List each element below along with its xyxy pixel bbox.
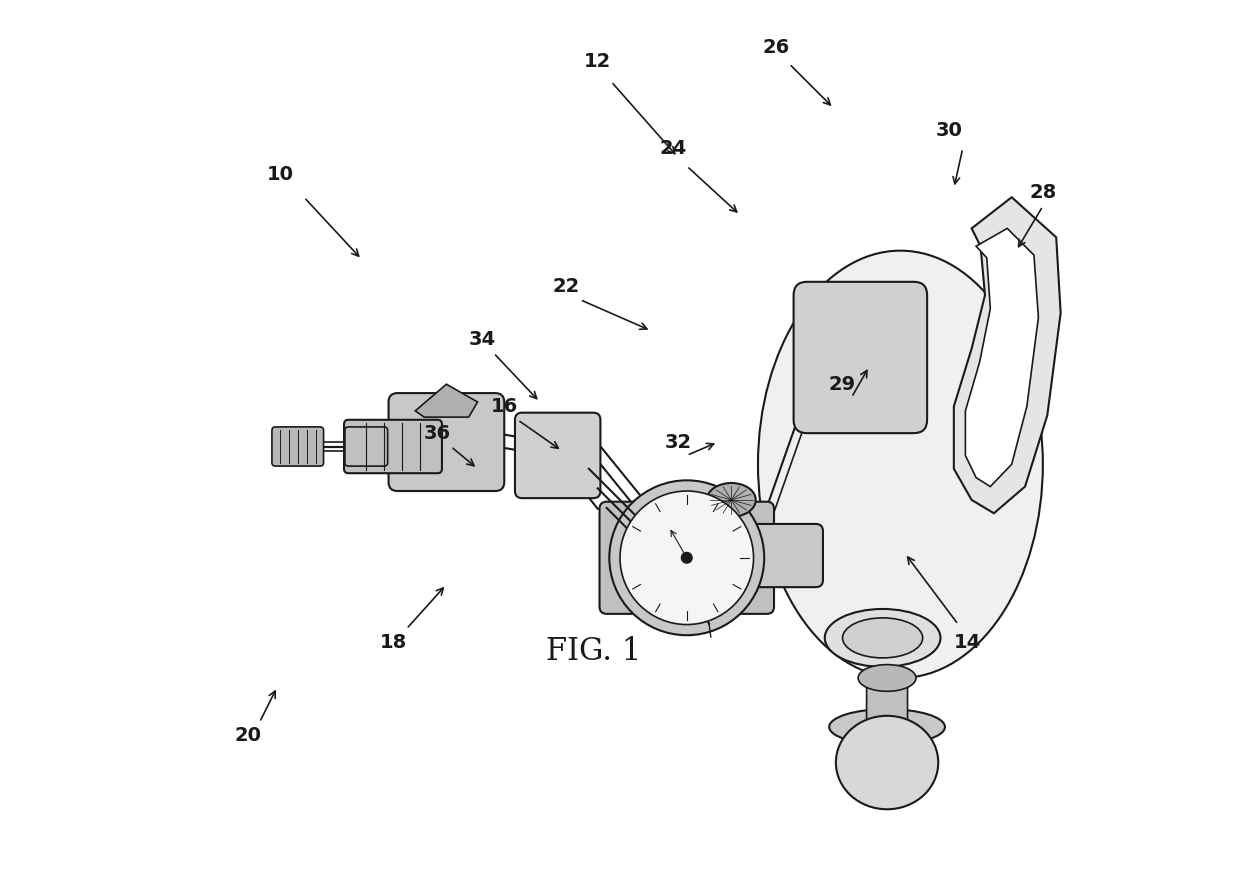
FancyBboxPatch shape: [599, 502, 774, 613]
FancyBboxPatch shape: [345, 427, 388, 466]
Circle shape: [609, 480, 764, 635]
Circle shape: [682, 553, 692, 563]
Text: 20: 20: [234, 726, 262, 746]
Polygon shape: [415, 384, 477, 417]
Text: 30: 30: [936, 121, 962, 140]
Text: FIG. 1: FIG. 1: [546, 636, 641, 667]
FancyBboxPatch shape: [867, 673, 908, 731]
Text: 36: 36: [424, 423, 451, 443]
Text: 12: 12: [584, 53, 611, 71]
Text: 34: 34: [469, 330, 496, 349]
FancyBboxPatch shape: [794, 282, 928, 433]
Ellipse shape: [830, 709, 945, 745]
FancyBboxPatch shape: [515, 413, 600, 498]
Text: 26: 26: [763, 38, 790, 57]
Text: 18: 18: [379, 633, 407, 652]
Text: 24: 24: [660, 138, 687, 158]
Text: 22: 22: [553, 277, 580, 296]
Ellipse shape: [758, 251, 1043, 678]
Text: 10: 10: [267, 165, 294, 185]
Ellipse shape: [858, 664, 916, 691]
Polygon shape: [954, 197, 1060, 513]
Text: 16: 16: [491, 397, 518, 416]
Text: 32: 32: [665, 432, 692, 452]
FancyBboxPatch shape: [742, 524, 823, 588]
FancyBboxPatch shape: [272, 427, 324, 466]
Text: 14: 14: [954, 633, 981, 652]
Ellipse shape: [836, 716, 939, 809]
Ellipse shape: [825, 609, 940, 667]
Ellipse shape: [707, 483, 755, 517]
FancyBboxPatch shape: [343, 420, 441, 473]
Text: 28: 28: [1029, 183, 1056, 203]
Polygon shape: [966, 229, 1038, 487]
Circle shape: [620, 491, 754, 624]
Ellipse shape: [842, 618, 923, 658]
FancyBboxPatch shape: [388, 393, 505, 491]
Text: 29: 29: [830, 375, 856, 394]
